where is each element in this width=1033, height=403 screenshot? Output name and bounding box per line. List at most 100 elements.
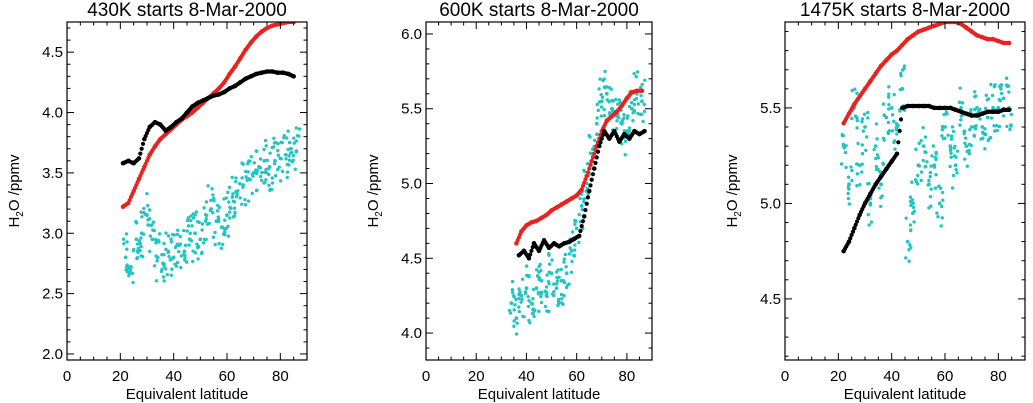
data-point [933, 155, 938, 160]
data-point [899, 74, 903, 78]
data-point [937, 201, 942, 206]
data-point [634, 74, 638, 79]
data-point [577, 240, 581, 245]
data-point [910, 198, 915, 202]
data-point [231, 192, 235, 196]
data-point [176, 228, 180, 232]
data-point [887, 85, 891, 89]
data-point [188, 231, 192, 236]
data-point [524, 264, 529, 268]
data-point [527, 318, 531, 323]
data-point [964, 144, 969, 149]
data-point [270, 176, 274, 180]
data-point [538, 262, 542, 267]
data-point [860, 117, 865, 121]
data-point [519, 300, 523, 304]
data-point [197, 220, 201, 225]
data-point [983, 106, 988, 111]
data-point [599, 105, 604, 109]
data-point [850, 88, 854, 93]
data-point [983, 147, 987, 151]
data-point [595, 149, 601, 154]
data-point [622, 116, 626, 120]
data-point [1001, 96, 1006, 101]
data-point [525, 273, 529, 278]
data-point [174, 243, 179, 248]
data-point [278, 179, 283, 183]
data-point [868, 203, 873, 207]
data-point [250, 191, 254, 196]
y-tick-label: 3.5 [42, 165, 63, 182]
data-point [141, 232, 146, 236]
data-point [128, 268, 133, 273]
data-point [884, 115, 889, 120]
y-axis-label: H2O /ppmv [365, 154, 385, 228]
data-point [973, 127, 978, 131]
data-point [267, 183, 271, 188]
data-point [858, 183, 862, 187]
data-point [138, 241, 142, 246]
data-point [287, 163, 291, 167]
data-point [940, 128, 945, 132]
data-point [215, 209, 220, 213]
data-point [517, 287, 521, 291]
data-point [599, 114, 603, 118]
data-point [958, 123, 962, 127]
data-point [564, 285, 569, 290]
data-point [170, 257, 174, 261]
data-point [898, 109, 902, 113]
data-point [527, 299, 531, 303]
data-point [978, 117, 982, 121]
data-point [291, 153, 296, 158]
data-point [294, 126, 299, 130]
data-point [583, 177, 588, 182]
data-point [147, 208, 152, 212]
data-point [134, 237, 139, 242]
data-point [598, 77, 602, 81]
data-point [887, 92, 891, 96]
data-point [969, 125, 974, 129]
data-point [189, 214, 193, 218]
data-point [232, 214, 237, 218]
data-point [589, 177, 594, 182]
data-point [584, 189, 588, 193]
data-point [522, 315, 526, 319]
data-point [893, 147, 897, 151]
data-point [642, 102, 647, 107]
data-point [886, 95, 891, 99]
data-point [599, 93, 603, 97]
data-point [926, 183, 930, 187]
data-point [283, 152, 288, 157]
x-tick-label: 80 [990, 368, 1007, 385]
y-tick-label: 4.0 [42, 105, 63, 122]
data-point [178, 234, 182, 239]
data-point [162, 241, 166, 246]
data-point [591, 166, 597, 171]
data-point [517, 292, 522, 296]
data-point [137, 239, 142, 243]
data-point [512, 319, 516, 323]
data-point [201, 241, 206, 245]
data-point [584, 173, 590, 179]
series-2 [514, 88, 645, 246]
data-point [574, 226, 579, 231]
data-point [512, 308, 516, 312]
data-point [267, 166, 271, 171]
data-point [142, 206, 146, 211]
data-point [211, 235, 216, 239]
data-point [848, 236, 853, 241]
data-point [531, 287, 536, 292]
data-point [854, 162, 859, 166]
data-point [294, 150, 298, 154]
data-point [997, 124, 1002, 129]
data-point [908, 223, 913, 227]
data-point [589, 158, 595, 164]
data-point [980, 125, 985, 129]
data-point [512, 324, 516, 328]
data-point [627, 126, 632, 130]
data-point [881, 102, 886, 106]
data-point [957, 100, 962, 105]
data-point [552, 293, 556, 298]
data-point [841, 142, 846, 147]
data-point [599, 136, 604, 141]
